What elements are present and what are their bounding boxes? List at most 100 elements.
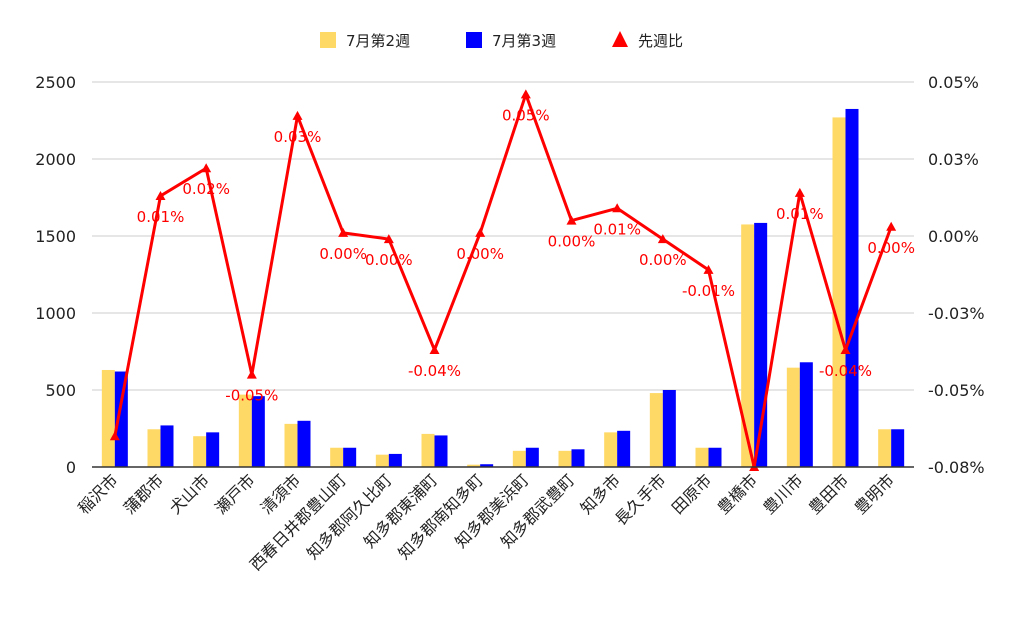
x-category-label: 蒲郡市 bbox=[120, 470, 167, 517]
bar-7月第2週 bbox=[741, 224, 755, 467]
bar-7月第3週 bbox=[480, 464, 494, 467]
bar-7月第2週 bbox=[512, 450, 526, 467]
bar-7月第3週 bbox=[160, 425, 174, 467]
point-先週比 bbox=[703, 264, 714, 274]
x-category-label: 稲沢市 bbox=[74, 470, 121, 517]
point-先週比 bbox=[840, 344, 851, 354]
data-label-先週比: 0.03% bbox=[274, 128, 322, 146]
point-先週比 bbox=[475, 227, 486, 237]
y-left-tick-label: 0 bbox=[66, 458, 76, 477]
bar-7月第3週 bbox=[891, 429, 905, 467]
bar-7月第2週 bbox=[467, 464, 481, 467]
legend: 7月第2週 7月第3週 先週比 bbox=[320, 31, 683, 50]
data-label-先週比: 0.00% bbox=[319, 245, 367, 263]
bar-7月第2週 bbox=[375, 454, 389, 467]
legend-marker bbox=[612, 31, 628, 47]
bar-7月第3週 bbox=[845, 108, 859, 467]
bar-series bbox=[101, 108, 905, 468]
data-label-先週比: 0.01% bbox=[137, 208, 185, 226]
y-left-tick-label: 1000 bbox=[35, 304, 76, 323]
bar-7月第2週 bbox=[193, 436, 207, 467]
bar-7月第3週 bbox=[525, 447, 539, 467]
bar-7月第2週 bbox=[786, 367, 800, 467]
bar-7月第2週 bbox=[604, 432, 618, 467]
bar-7月第3週 bbox=[206, 432, 220, 467]
bar-7月第3週 bbox=[617, 430, 631, 467]
data-labels: 0.01%0.02%-0.05%0.03%0.00%0.00%-0.04%0.0… bbox=[137, 106, 915, 404]
legend-label: 7月第3週 bbox=[492, 32, 556, 50]
data-label-先週比: 0.00% bbox=[365, 251, 413, 269]
bar-7月第2週 bbox=[330, 447, 344, 467]
data-label-先週比: -0.01% bbox=[682, 282, 735, 300]
bar-7月第2週 bbox=[147, 429, 161, 467]
point-先週比 bbox=[612, 203, 623, 213]
legend-label: 先週比 bbox=[638, 32, 683, 50]
y-left-tick-label: 2000 bbox=[35, 150, 76, 169]
point-先週比 bbox=[246, 369, 257, 379]
bar-7月第3週 bbox=[434, 435, 448, 467]
bar-7月第2週 bbox=[878, 429, 892, 467]
x-category-label: 瀬戸市 bbox=[211, 470, 258, 517]
y-right-tick-label: -0.08% bbox=[928, 458, 985, 477]
y-right-tick-label: 0.03% bbox=[928, 150, 979, 169]
x-category-label: 長久手市 bbox=[611, 470, 670, 529]
x-category-label: 豊橋市 bbox=[714, 470, 761, 517]
bar-7月第2週 bbox=[649, 393, 663, 467]
legend-swatch bbox=[320, 32, 336, 48]
point-先週比 bbox=[886, 221, 897, 231]
point-先週比 bbox=[201, 163, 212, 173]
legend-swatch bbox=[466, 32, 482, 48]
bar-7月第3週 bbox=[297, 420, 311, 467]
data-label-先週比: -0.05% bbox=[225, 387, 278, 405]
point-先週比 bbox=[429, 344, 440, 354]
bar-7月第3週 bbox=[343, 447, 357, 467]
data-label-先週比: 0.00% bbox=[639, 251, 687, 269]
point-先週比 bbox=[657, 234, 668, 244]
point-先週比 bbox=[383, 234, 394, 244]
point-先週比 bbox=[338, 227, 349, 237]
bar-7月第3週 bbox=[662, 390, 676, 467]
bar-7月第2週 bbox=[558, 450, 572, 467]
x-category-label: 豊田市 bbox=[805, 470, 852, 517]
y-left-tick-label: 2500 bbox=[35, 73, 76, 92]
bar-7月第3週 bbox=[799, 362, 813, 467]
bar-7月第3週 bbox=[251, 396, 265, 467]
x-category-label: 豊明市 bbox=[851, 470, 898, 517]
x-category-label: 犬山市 bbox=[166, 470, 213, 517]
data-label-先週比: -0.04% bbox=[408, 362, 461, 380]
data-label-先週比: 0.01% bbox=[593, 220, 641, 238]
y-right-tick-label: -0.05% bbox=[928, 381, 985, 400]
line-series bbox=[109, 89, 897, 471]
bar-7月第3週 bbox=[708, 447, 722, 467]
x-category-label: 田原市 bbox=[668, 470, 715, 517]
y-right-tick-label: 0.00% bbox=[928, 227, 979, 246]
gridlines bbox=[92, 81, 914, 391]
data-label-先週比: 0.00% bbox=[548, 233, 596, 251]
data-label-先週比: 0.00% bbox=[456, 245, 504, 263]
data-label-先週比: 0.01% bbox=[776, 205, 824, 223]
y-left-tick-label: 1500 bbox=[35, 227, 76, 246]
data-label-先週比: 0.02% bbox=[182, 180, 230, 198]
bar-7月第2週 bbox=[101, 369, 115, 467]
bar-7月第2週 bbox=[421, 433, 435, 467]
bar-7月第2週 bbox=[695, 447, 709, 467]
data-label-先週比: 0.00% bbox=[867, 239, 915, 257]
y-right-tick-label: 0.05% bbox=[928, 73, 979, 92]
legend-label: 7月第2週 bbox=[346, 32, 410, 50]
bar-7月第3週 bbox=[388, 453, 402, 467]
bar-7月第2週 bbox=[284, 423, 298, 467]
bar-7月第2週 bbox=[238, 394, 252, 467]
y-left-tick-label: 500 bbox=[45, 381, 76, 400]
data-label-先週比: -0.04% bbox=[819, 362, 872, 380]
bar-7月第3週 bbox=[571, 449, 585, 467]
y-right-tick-label: -0.03% bbox=[928, 304, 985, 323]
data-label-先週比: 0.05% bbox=[502, 106, 550, 124]
point-先週比 bbox=[794, 187, 805, 197]
x-category-label: 豊川市 bbox=[759, 470, 806, 517]
point-先週比 bbox=[155, 190, 166, 200]
bar-7月第3週 bbox=[114, 371, 128, 467]
point-先週比 bbox=[566, 215, 577, 225]
line-先週比 bbox=[113, 92, 893, 469]
point-先週比 bbox=[520, 89, 531, 99]
